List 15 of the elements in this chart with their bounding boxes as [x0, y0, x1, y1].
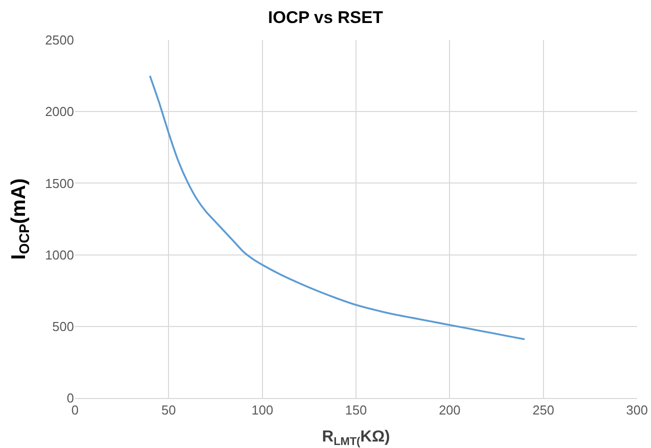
y-tick-label: 500: [52, 318, 74, 334]
x-axis-title: R$_{LMT(}$KΩ): [322, 428, 390, 448]
y-tick-label: 1000: [45, 247, 74, 262]
x-tick-label: 50: [161, 402, 176, 418]
x-tick-label: 200: [438, 402, 461, 418]
x-tick-label: 300: [626, 402, 648, 418]
y-tick-label: 2500: [45, 32, 74, 48]
y-tick-label: 2000: [45, 104, 74, 120]
x-tick-label: 250: [532, 402, 554, 418]
y-tick-label: 0: [66, 390, 74, 406]
y-tick-label: 1500: [45, 176, 74, 191]
chart-title: IOCP vs RSET: [268, 8, 384, 28]
x-tick-label: 150: [345, 402, 367, 418]
line-series: [149, 74, 526, 340]
x-tick-label: 100: [251, 402, 274, 418]
